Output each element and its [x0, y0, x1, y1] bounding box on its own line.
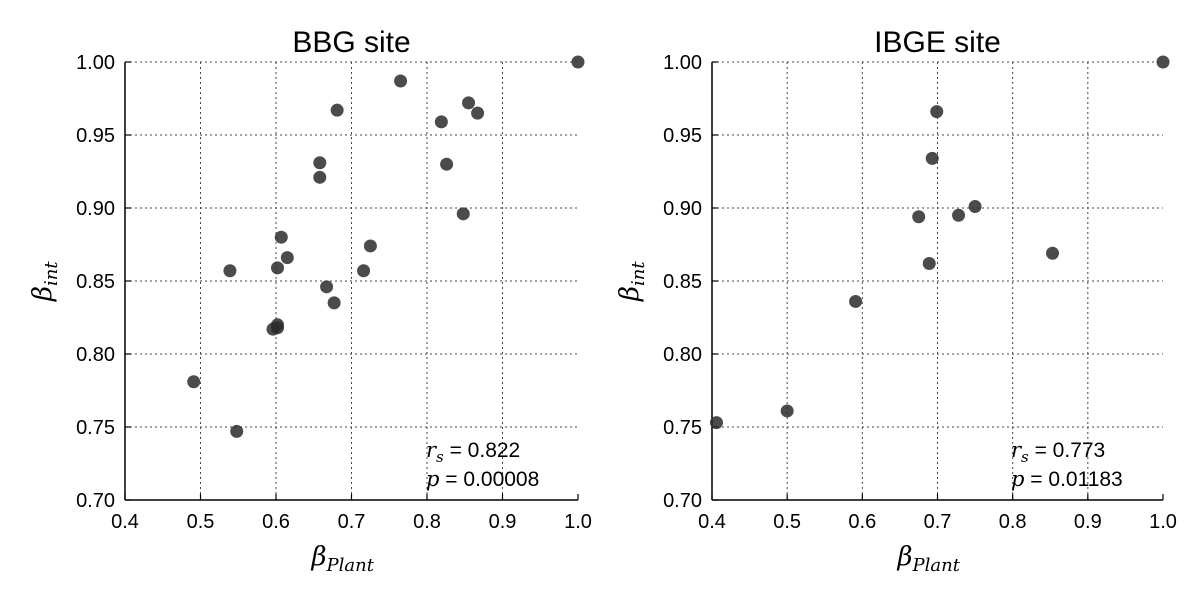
y-tick-label: 0.85: [663, 271, 702, 293]
x-tick-label: 0.8: [413, 511, 441, 533]
rs-symbol: r: [426, 438, 438, 462]
x-tick-label: 0.9: [1074, 511, 1102, 533]
chart-panel-2: 0.4 0.5 0.6 0.7 0.8 0.9 1.0 0.70 0.75 0.80 0.85 0.9…: [615, 26, 1177, 576]
x-axis-label-subscript: Plant: [912, 555, 961, 576]
y-axis-label: βint: [615, 261, 649, 302]
scatter-point: [440, 157, 454, 171]
y-tick-label: 0.90: [76, 198, 115, 220]
y-tick-label: 1.00: [76, 52, 115, 74]
scatter-point: [434, 115, 448, 129]
scatter-point: [327, 296, 341, 310]
x-tick-label: 0.5: [187, 511, 215, 533]
y-tick-label: 0.80: [76, 344, 115, 366]
rs-symbol: r: [1011, 438, 1023, 462]
x-axis-label: βPlant: [897, 542, 961, 576]
p-value: = 0.00008: [439, 468, 539, 491]
y-tick-label: 0.75: [76, 417, 115, 439]
x-axis-label-base: β: [897, 542, 913, 572]
x-tick-label: 1.0: [1149, 511, 1177, 533]
chart-title: IBGE site: [874, 26, 1001, 59]
x-tick-label: 0.9: [489, 511, 517, 533]
y-tick-label: 0.90: [663, 198, 702, 220]
scatter-point: [930, 105, 944, 119]
scatter-point: [849, 294, 863, 308]
scatter-point: [274, 230, 288, 244]
x-tick-label: 0.5: [773, 511, 801, 533]
x-tick-label: 0.7: [338, 511, 366, 533]
y-tick-label: 0.85: [76, 271, 115, 293]
rs-value: = 0.773: [1029, 439, 1105, 462]
x-tick-label: 0.8: [999, 511, 1027, 533]
x-tick-label: 0.7: [924, 511, 952, 533]
scatter-point: [271, 261, 285, 275]
scatter-point: [271, 321, 285, 335]
p-symbol: p: [1011, 467, 1024, 491]
rs-value: = 0.822: [444, 439, 520, 462]
y-axis-label-base: β: [28, 286, 58, 302]
y-axis-label-subscript: int: [41, 261, 62, 286]
scatter-point: [462, 96, 476, 110]
chart-title: BBG site: [292, 26, 410, 59]
scatter-point: [230, 424, 244, 438]
scatter-point: [471, 106, 485, 120]
y-axis-label: βint: [28, 261, 62, 302]
y-axis-label-base: β: [615, 286, 645, 302]
scatter-point: [952, 208, 966, 222]
rs-subscript: s: [1021, 448, 1029, 466]
scatter-point: [394, 74, 408, 88]
y-tick-label: 0.75: [663, 417, 702, 439]
x-tick-label: 0.4: [111, 511, 139, 533]
scatter-point: [223, 264, 237, 278]
scatter-point: [1156, 55, 1170, 69]
scatter-point: [922, 256, 936, 270]
p-symbol: p: [426, 467, 439, 491]
x-tick-label: 0.6: [262, 511, 290, 533]
rs-subscript: s: [436, 448, 444, 466]
p-value-annotation: p = 0.01183: [1011, 467, 1123, 491]
x-axis-label-base: β: [311, 542, 327, 572]
y-axis-label-subscript: int: [628, 261, 649, 286]
spearman-rs-annotation: rs = 0.822: [426, 438, 520, 466]
scatter-point: [280, 251, 294, 265]
scatter-point: [320, 280, 334, 294]
scatter-point: [571, 55, 585, 69]
scatter-point: [925, 151, 939, 165]
p-value-annotation: p = 0.00008: [426, 467, 539, 491]
scatter-point: [710, 416, 724, 430]
x-axis-label: βPlant: [311, 542, 375, 576]
x-tick-label: 0.6: [848, 511, 876, 533]
p-value: = 0.01183: [1024, 468, 1122, 491]
y-tick-label: 0.70: [663, 490, 702, 512]
scatter-point: [187, 375, 201, 389]
y-tick-label: 0.70: [76, 490, 115, 512]
scatter-point: [968, 200, 982, 214]
spearman-rs-annotation: rs = 0.773: [1011, 438, 1105, 466]
y-tick-label: 0.95: [663, 125, 702, 147]
scatter-point: [330, 103, 344, 117]
scatter-point: [313, 170, 327, 184]
x-tick-label: 1.0: [564, 511, 592, 533]
y-tick-label: 1.00: [663, 52, 702, 74]
scatter-point: [912, 210, 926, 224]
scatter-point: [363, 239, 377, 253]
scatter-point: [1046, 246, 1060, 260]
scatter-point: [357, 264, 371, 278]
chart-panel-1: 0.4 0.5 0.6 0.7 0.8 0.9 1.0 0.70 0.75 0.80 0.85 0.9…: [28, 26, 592, 576]
y-tick-label: 0.80: [663, 344, 702, 366]
scatter-point: [313, 156, 327, 170]
y-tick-label: 0.95: [76, 125, 115, 147]
x-axis-label-subscript: Plant: [326, 555, 375, 576]
scatter-point: [780, 404, 794, 418]
x-tick-label: 0.4: [698, 511, 726, 533]
scatter-point: [456, 207, 470, 221]
